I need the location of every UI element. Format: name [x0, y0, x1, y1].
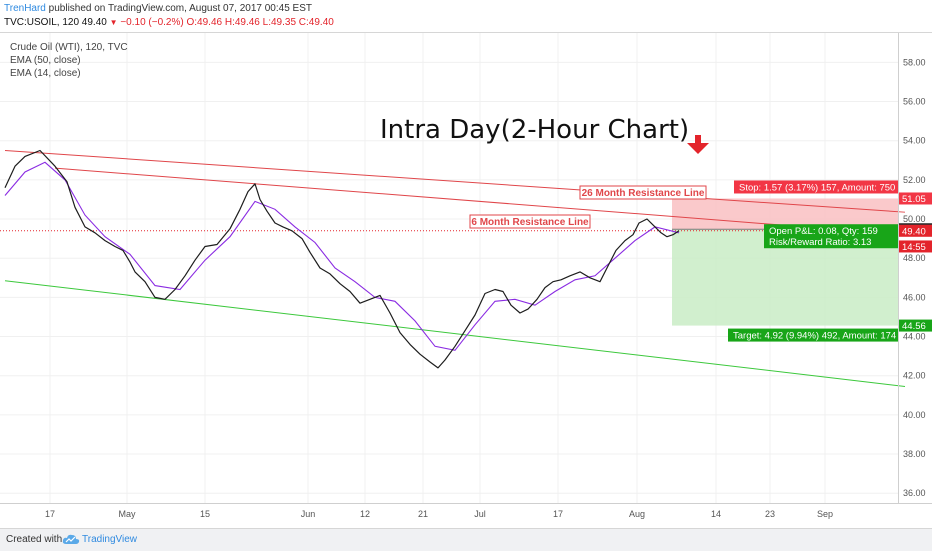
chart-labels: 26 Month Resistance Line 6 Month Resistan…: [469, 180, 898, 342]
red-down-arrow-icon: [687, 135, 709, 154]
target-label-box: [728, 328, 898, 342]
time-tick-label: 14: [711, 509, 721, 519]
symbol-price: TVC:USOIL, 120 49.40: [4, 17, 107, 28]
author-link[interactable]: TrenHard: [4, 3, 46, 14]
price-tick-label: 56.00: [903, 97, 926, 107]
stop-label-box: [734, 180, 898, 194]
down-triangle-icon: ▼: [109, 18, 118, 27]
legend-symbol[interactable]: Crude Oil (WTI), 120, TVC: [10, 42, 128, 53]
time-tick-label: 21: [418, 509, 428, 519]
pnl-label-box: [764, 224, 898, 249]
price-tick-label: 46.00: [903, 292, 926, 302]
resistance-26m-label: 26 Month Resistance Line: [582, 188, 705, 199]
price-tag-box: [899, 240, 932, 253]
price-tag-label: 49.40: [902, 226, 926, 237]
chart-footer: Created with TradingView: [0, 528, 932, 551]
price-axis[interactable]: 36.00 38.00 40.00 42.00 44.00 46.00 48.00 50.00…: [903, 57, 926, 498]
time-tick-label: 15: [200, 509, 210, 519]
legend-ema14[interactable]: EMA (14, close): [10, 68, 81, 79]
symbol-ohlc: O:49.46 H:49.46 L:49.35 C:49.40: [186, 17, 334, 28]
price-tag-box: [899, 224, 932, 237]
legend-ema50[interactable]: EMA (50, close): [10, 55, 81, 66]
resistance-6m-line: [54, 167, 906, 236]
time-axis[interactable]: 17 May 15 Jun 12 21 Jul 17 Aug 14 23 Sep: [45, 509, 833, 519]
pnl-label-line-1: Open P&L: 0.08, Qty: 159: [769, 226, 878, 237]
resistance-26m-line: [4, 150, 906, 213]
series-lines: [4, 149, 680, 369]
price-tick-label: 48.00: [903, 253, 926, 263]
price-tick-label: 52.00: [903, 175, 926, 185]
price-tick-label: 40.00: [903, 410, 926, 420]
price-tick-label: 38.00: [903, 449, 926, 459]
price-tick-label: 42.00: [903, 371, 926, 381]
tradingview-cloud-icon: [62, 534, 80, 544]
position-zones: [0, 198, 898, 326]
price-tag-box: [899, 192, 932, 205]
price-tag-label: 44.56: [902, 321, 926, 332]
time-tick-label: 17: [45, 509, 55, 519]
price-tick-label: 36.00: [903, 488, 926, 498]
support-line: [4, 280, 906, 387]
pnl-label-line-2: Risk/Reward Ratio: 3.13: [769, 237, 871, 248]
price-tag-box: [899, 319, 932, 332]
time-tick-label: Aug: [629, 509, 645, 519]
resistance-26m-label-box: [579, 185, 707, 200]
resistance-6m-label: 6 Month Resistance Line: [471, 217, 589, 228]
symbol-change: −0.10 (−0.2%): [120, 17, 184, 28]
price-tick-label: 58.00: [903, 57, 926, 67]
chart-title: Intra Day(2-Hour Chart): [380, 115, 689, 145]
price-tick-label: 44.00: [903, 332, 926, 342]
trend-lines: [4, 150, 906, 387]
time-tick-label: Sep: [817, 509, 833, 519]
price-tag-label: 51.05: [902, 194, 926, 205]
time-tick-label: 12: [360, 509, 370, 519]
tradingview-brand[interactable]: TradingView: [82, 534, 138, 545]
price-tick-label: 50.00: [903, 214, 926, 224]
chart-header: TrenHard published on TradingView.com, A…: [0, 0, 932, 32]
created-with-text: Created with: [6, 534, 63, 545]
chart-svg[interactable]: 26 Month Resistance Line 6 Month Resistan…: [0, 33, 932, 529]
time-tick-label: Jul: [474, 509, 486, 519]
legend: Crude Oil (WTI), 120, TVC EMA (50, close…: [10, 42, 128, 79]
stop-label: Stop: 1.57 (3.17%) 157, Amount: 750: [739, 182, 895, 193]
ema14-line: [4, 161, 680, 351]
time-tick-label: May: [118, 509, 136, 519]
time-tick-label: 17: [553, 509, 563, 519]
time-tick-label: Jun: [301, 509, 316, 519]
chart-area[interactable]: 26 Month Resistance Line 6 Month Resistan…: [0, 32, 932, 529]
target-label: Target: 4.92 (9.94%) 492, Amount: 174: [733, 331, 896, 342]
price-tag-label: 14:55: [902, 242, 926, 253]
price-line: [4, 149, 680, 369]
time-tick-label: 23: [765, 509, 775, 519]
resistance-6m-label-box: [469, 214, 591, 229]
publish-info: TrenHard published on TradingView.com, A…: [4, 3, 312, 14]
publish-text: published on TradingView.com, August 07,…: [48, 3, 312, 14]
price-tick-label: 54.00: [903, 136, 926, 146]
symbol-info: TVC:USOIL, 120 49.40 ▼ −0.10 (−0.2%) O:4…: [4, 17, 334, 28]
